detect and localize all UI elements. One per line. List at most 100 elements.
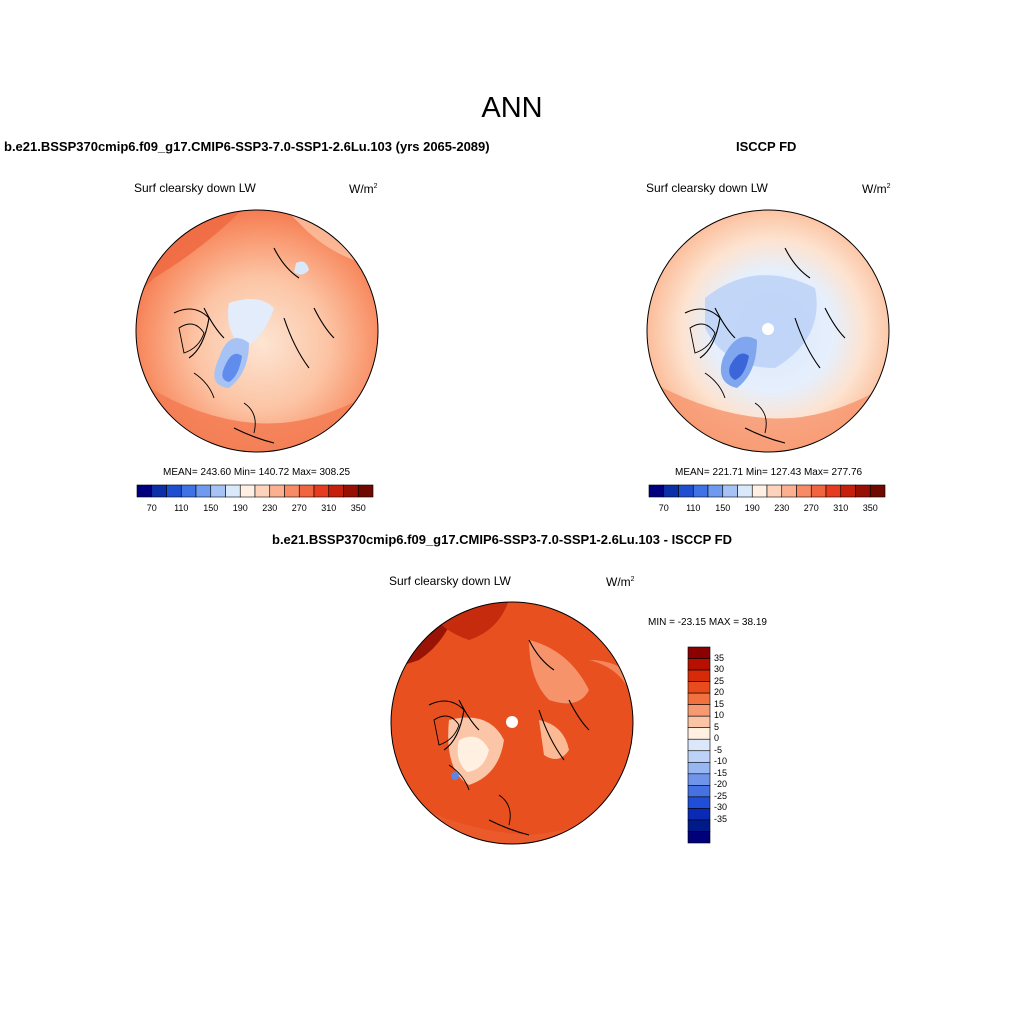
colorbar-tick-label: -10 — [714, 756, 728, 767]
panel-2-stats: MEAN= 221.71 Min= 127.43 Max= 277.76 — [675, 467, 863, 478]
colorbar-tick-label: 150 — [715, 503, 731, 513]
colorbar-swatch — [687, 715, 711, 729]
colorbar-tick-label: 5 — [714, 721, 720, 732]
colorbar-swatch — [687, 761, 711, 775]
colorbar-tick-label: 270 — [291, 503, 307, 513]
colorbar-swatch — [687, 669, 711, 682]
colorbar-tick-label: 110 — [686, 503, 701, 513]
colorbar-swatch — [687, 831, 711, 844]
colorbar-swatch — [225, 484, 241, 498]
colorbar-tick-label: 270 — [803, 503, 819, 513]
colorbar-swatch — [796, 484, 812, 498]
colorbar-swatch — [687, 727, 711, 740]
colorbar-tick-label: 190 — [744, 503, 760, 513]
panel-1-variable: Surf clearsky down LW — [134, 181, 256, 195]
panel-2-units: W/m2 — [862, 182, 891, 196]
colorbar-swatch — [781, 484, 797, 498]
colorbar-tick-label: -30 — [714, 802, 728, 813]
colorbar-tick-label: 190 — [232, 503, 248, 513]
colorbar-swatch — [737, 484, 753, 498]
colorbar-tick-label: -5 — [714, 744, 723, 755]
colorbar-swatch — [269, 484, 285, 498]
colorbar-swatch — [313, 484, 330, 498]
colorbar-tick-label: -25 — [714, 790, 728, 801]
panel-3-units: W/m2 — [606, 575, 635, 589]
colorbar-swatch — [840, 484, 856, 498]
colorbar-swatch — [825, 484, 842, 498]
colorbar-tick-label: 15 — [714, 698, 725, 709]
colorbar-tick-label: 230 — [774, 503, 790, 513]
colorbar-swatch — [687, 704, 711, 717]
colorbar-swatch — [210, 484, 226, 498]
colorbar-swatch — [180, 484, 197, 498]
colorbar-tick-label: 10 — [714, 710, 725, 721]
panel-2-polar-map — [646, 209, 890, 453]
panel-3-colorbar-ticks: 35 30 25 20 15 10 5 0 -5 -10 -15 -20 -25 -30 -35 — [714, 647, 744, 843]
colorbar-swatch — [687, 750, 711, 763]
colorbar-swatch — [687, 808, 711, 821]
panel-1-polar-map — [135, 209, 379, 453]
colorbar-swatch — [722, 484, 738, 498]
colorbar-swatch — [136, 484, 153, 498]
colorbar-tick-label: 310 — [833, 503, 849, 513]
panel-2-colorbar-ticks: 70 110 150 190 230 270 310 350 — [649, 503, 885, 515]
colorbar-swatch — [766, 484, 783, 498]
colorbar-swatch — [328, 484, 344, 498]
colorbar-swatch — [687, 773, 711, 786]
colorbar-swatch — [687, 738, 711, 752]
colorbar-swatch — [869, 484, 886, 498]
colorbar-tick-label: 350 — [862, 503, 878, 513]
main-title: ANN — [481, 92, 543, 124]
panel-2-variable: Surf clearsky down LW — [646, 181, 768, 195]
colorbar-tick-label: -35 — [714, 813, 728, 824]
colorbar-swatch — [855, 484, 871, 498]
colorbar-tick-label: 70 — [658, 503, 669, 513]
colorbar-tick-label: 30 — [714, 664, 725, 675]
colorbar-tick-label: -15 — [714, 767, 728, 778]
colorbar-swatch — [687, 819, 711, 832]
colorbar-swatch — [687, 658, 711, 671]
panel-3-title: b.e21.BSSP370cmip6.f09_g17.CMIP6-SSP3-7.… — [272, 532, 733, 547]
panel-1-title: b.e21.BSSP370cmip6.f09_g17.CMIP6-SSP3-7.… — [4, 139, 490, 154]
colorbar-tick-label: 350 — [350, 503, 366, 513]
colorbar-swatch — [663, 484, 679, 498]
colorbar-swatch — [692, 484, 709, 498]
colorbar-tick-label: 0 — [714, 733, 720, 744]
colorbar-swatch — [284, 484, 300, 498]
colorbar-swatch — [298, 484, 315, 498]
colorbar-tick-label: 25 — [714, 675, 725, 686]
colorbar-swatch — [648, 484, 665, 498]
colorbar-tick-label: 230 — [262, 503, 278, 513]
colorbar-swatch — [707, 484, 724, 498]
panel-1-stats: MEAN= 243.60 Min= 140.72 Max= 308.25 — [163, 467, 351, 478]
panel-2-title: ISCCP FD — [736, 139, 797, 154]
panel-1-colorbar — [136, 484, 374, 498]
colorbar-tick-label: 20 — [714, 687, 725, 698]
colorbar-swatch — [751, 484, 768, 498]
colorbar-swatch — [678, 484, 694, 498]
colorbar-swatch — [151, 484, 167, 498]
colorbar-swatch — [687, 692, 711, 705]
colorbar-swatch — [166, 484, 182, 498]
panel-3-stats: MIN = -23.15 MAX = 38.19 — [648, 617, 767, 628]
panel-1-colorbar-ticks: 70 110 150 190 230 270 310 350 — [137, 503, 373, 515]
colorbar-tick-label: 110 — [174, 503, 189, 513]
panel-1-units: W/m2 — [349, 182, 378, 196]
colorbar-swatch — [239, 484, 256, 498]
colorbar-swatch — [195, 484, 212, 498]
colorbar-swatch — [810, 484, 827, 498]
colorbar-tick-label: 310 — [321, 503, 337, 513]
colorbar-swatch — [687, 681, 711, 694]
colorbar-tick-label: 70 — [146, 503, 157, 513]
colorbar-tick-label: 150 — [203, 503, 219, 513]
panel-2-colorbar — [648, 484, 886, 498]
colorbar-swatch — [343, 484, 359, 498]
colorbar-swatch — [254, 484, 271, 498]
colorbar-swatch — [357, 484, 374, 498]
colorbar-tick-label: -20 — [714, 779, 728, 790]
colorbar-tick-label: 35 — [714, 652, 725, 663]
colorbar-swatch — [687, 646, 711, 659]
panel-3-polar-map — [390, 601, 634, 845]
panel-3-variable: Surf clearsky down LW — [389, 574, 511, 588]
panel-3-colorbar — [687, 646, 711, 844]
